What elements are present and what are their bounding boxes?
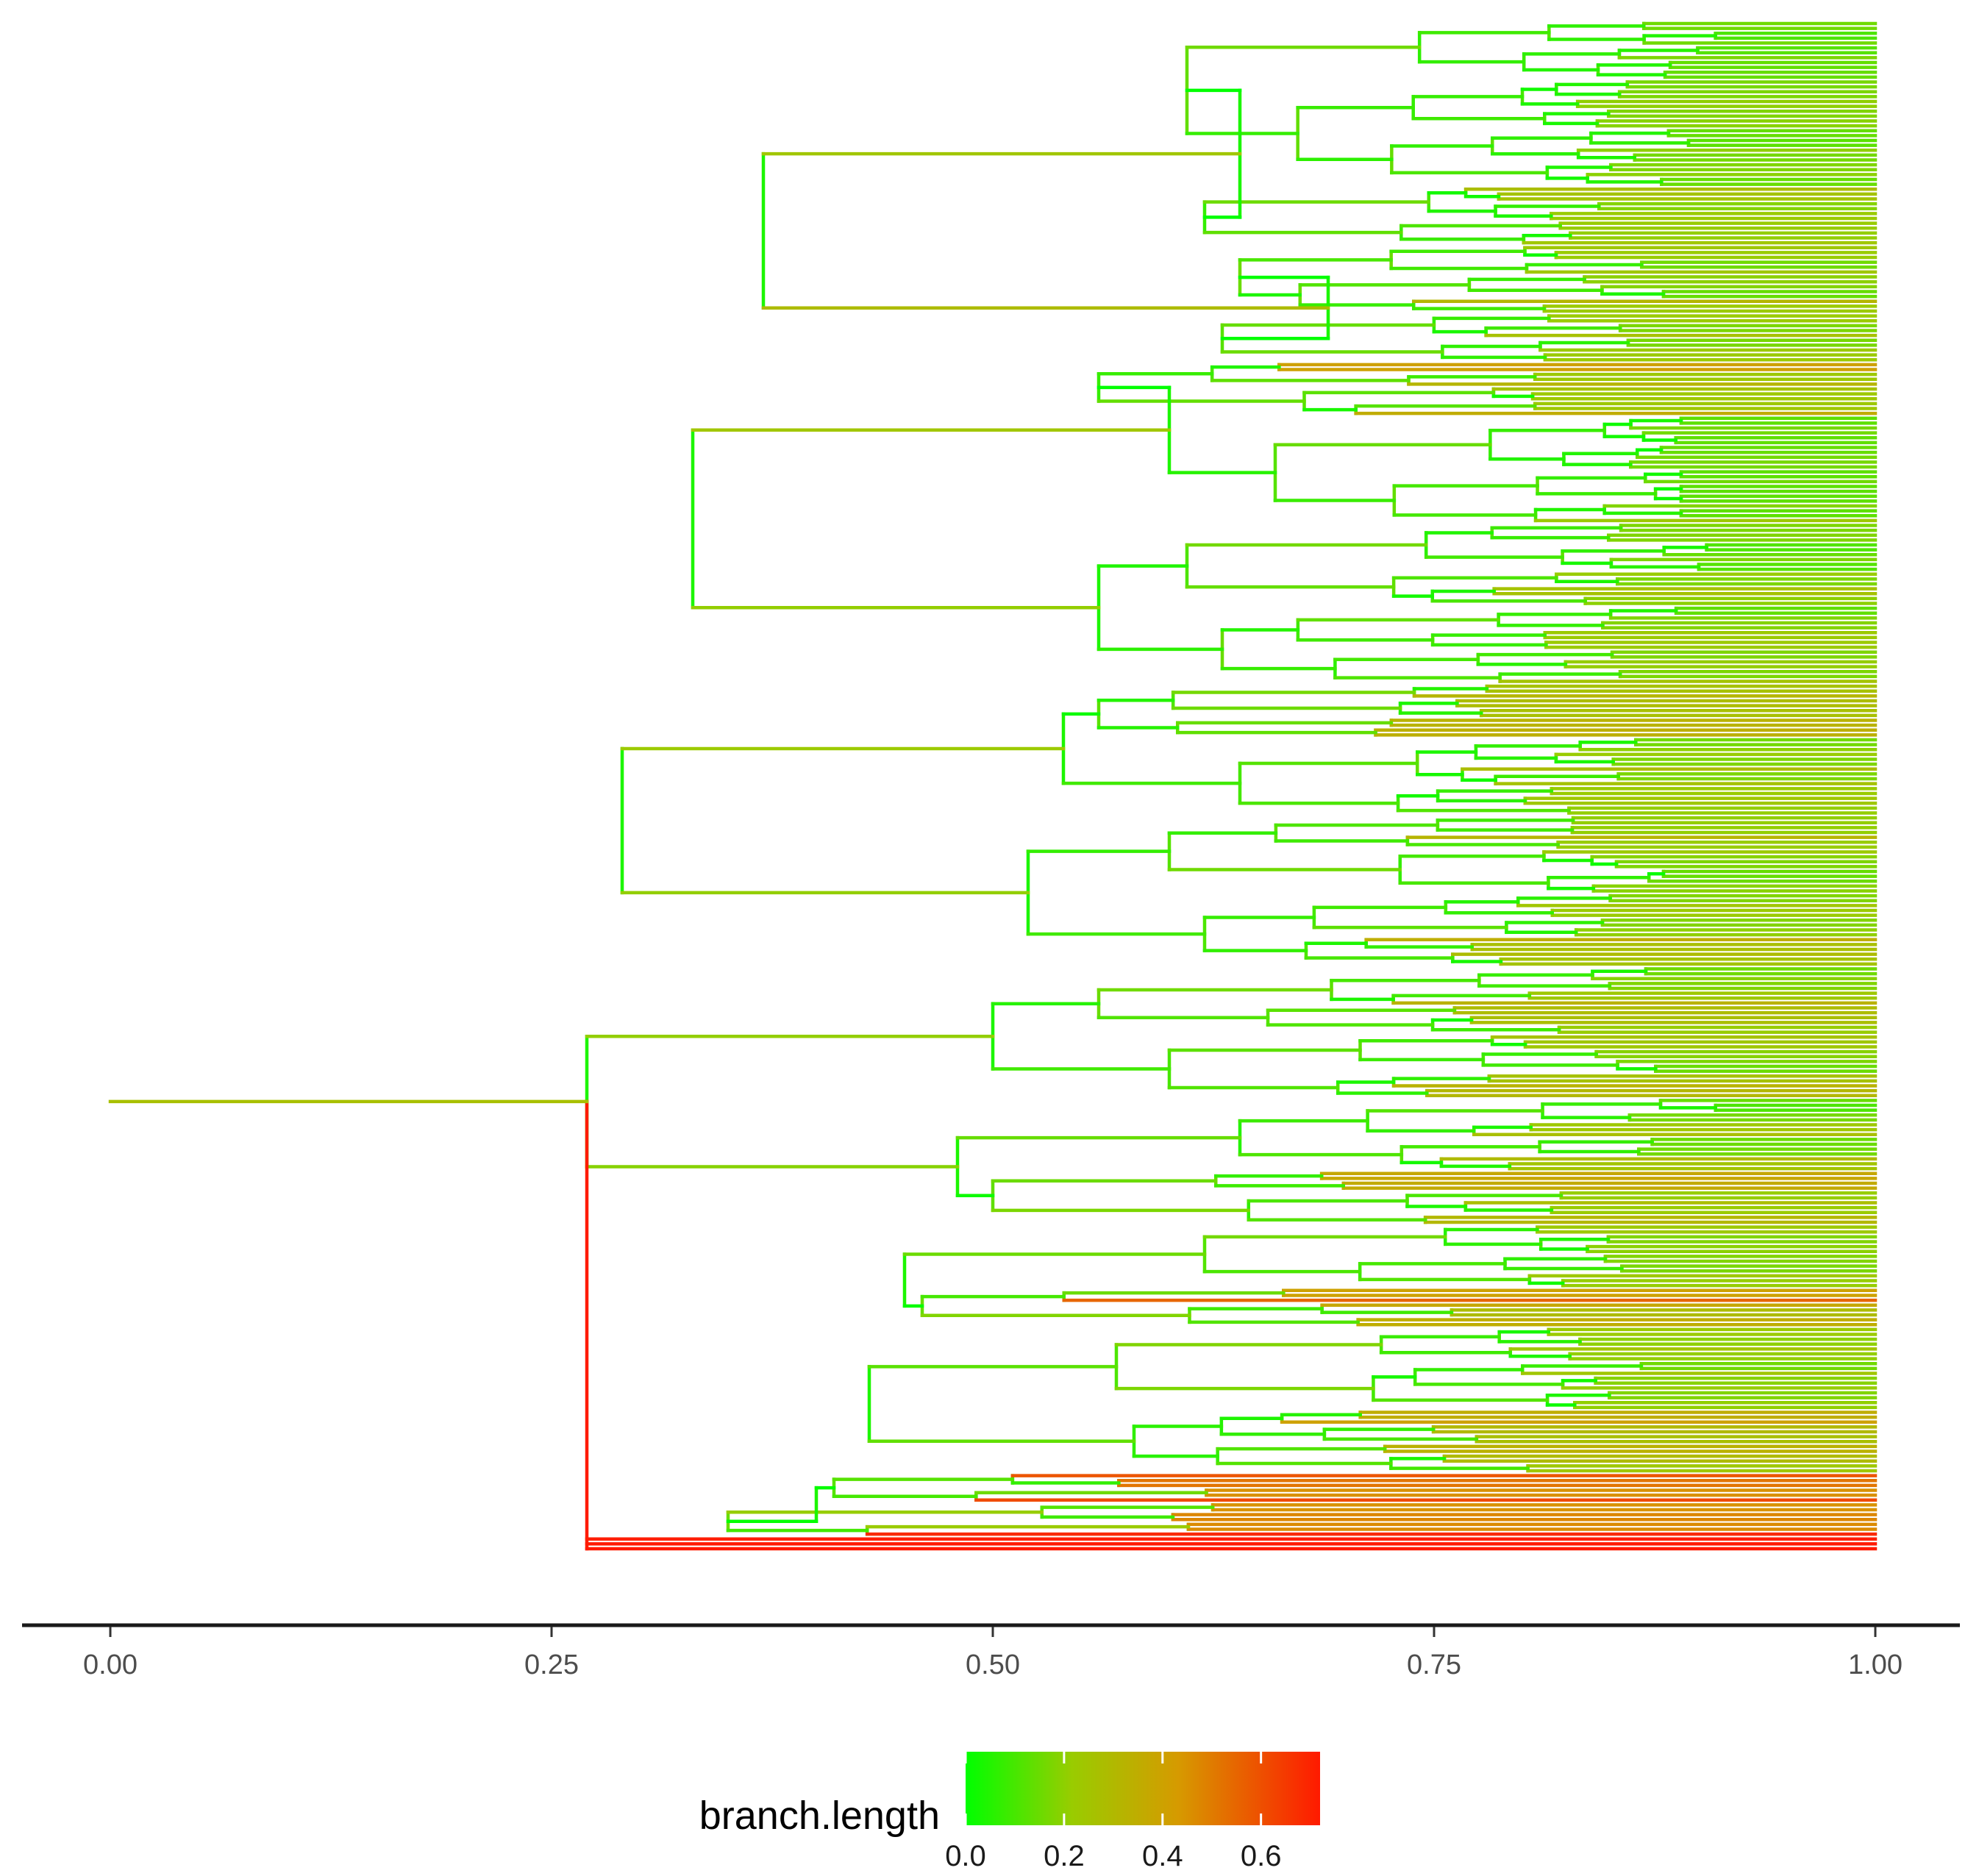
x-tick-label: 0.50 [966, 1649, 1020, 1680]
legend-tick-label: 0.0 [945, 1840, 986, 1872]
x-tick-label: 0.75 [1407, 1649, 1461, 1680]
legend: branch.length 0.0 0.2 0.4 0.6 [699, 1752, 1320, 1872]
tree-branches [108, 21, 1878, 1551]
legend-tick-label: 0.6 [1241, 1840, 1282, 1872]
legend-tick-label: 0.2 [1044, 1840, 1085, 1872]
legend-title: branch.length [699, 1794, 940, 1838]
x-tick-label: 0.25 [524, 1649, 579, 1680]
legend-colorbar [966, 1752, 1320, 1825]
legend-tick-label: 0.4 [1142, 1840, 1183, 1872]
x-tick-label: 0.00 [83, 1649, 138, 1680]
x-axis: 0.00 0.25 0.50 0.75 1.00 [22, 1623, 1960, 1680]
x-tick-label: 1.00 [1848, 1649, 1903, 1680]
